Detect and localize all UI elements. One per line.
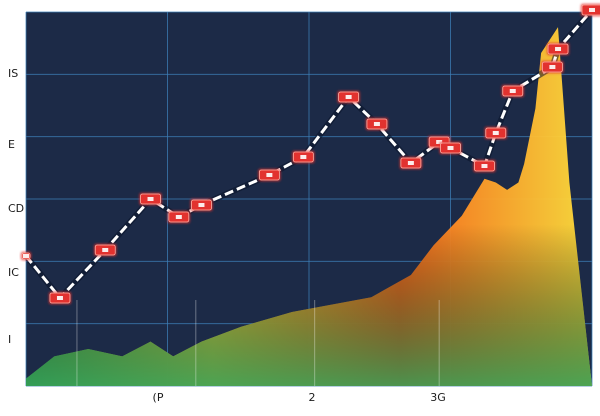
marker-highlight (481, 164, 488, 168)
data-point-marker (399, 157, 422, 169)
data-point-marker (581, 4, 600, 16)
data-point-marker (190, 199, 213, 211)
data-point-marker (365, 118, 388, 130)
y-tick-label: I (8, 333, 11, 346)
marker-highlight (492, 131, 499, 135)
x-tick-label: 2 (309, 391, 316, 404)
marker-highlight (266, 173, 273, 177)
marker-highlight (23, 254, 29, 258)
area-series (26, 27, 592, 386)
area-stripes (76, 300, 440, 386)
data-point-marker (167, 211, 190, 223)
data-point-marker (473, 160, 496, 172)
marker-highlight (373, 122, 380, 126)
marker-highlight (102, 248, 109, 252)
marker-highlight (147, 197, 154, 201)
data-point-marker (439, 142, 462, 154)
data-point-marker (48, 292, 71, 304)
marker-highlight (198, 203, 205, 207)
marker-highlight (407, 161, 414, 165)
marker-highlight (549, 65, 556, 69)
marker-highlight (175, 215, 182, 219)
x-tick-labels: (P 2 3G (153, 391, 446, 404)
marker-highlight (436, 140, 443, 144)
data-point-marker (94, 244, 117, 256)
y-tick-label: IS (8, 67, 18, 80)
data-point-marker (501, 85, 524, 97)
data-point-marker (547, 43, 570, 55)
marker-highlight (589, 8, 595, 12)
line-markers (21, 4, 600, 304)
marker-highlight (345, 95, 352, 99)
data-point-marker (337, 91, 360, 103)
marker-highlight (300, 155, 307, 159)
data-point-marker (21, 252, 31, 260)
marker-highlight (509, 89, 516, 93)
y-tick-labels: I IC CD E IS (8, 67, 24, 346)
marker-highlight (56, 296, 63, 300)
y-tick-label: IC (8, 266, 19, 279)
marker-highlight (447, 146, 454, 150)
data-point-marker (484, 127, 507, 139)
marker-highlight (555, 47, 562, 51)
data-point-marker (139, 193, 162, 205)
y-tick-label: E (8, 138, 15, 151)
data-point-marker (541, 61, 564, 73)
data-point-marker (292, 151, 315, 163)
area-shade (26, 27, 592, 386)
y-tick-label: CD (8, 202, 24, 215)
x-tick-label: 3G (430, 391, 446, 404)
data-point-marker (258, 169, 281, 181)
x-tick-label: (P (153, 391, 164, 404)
